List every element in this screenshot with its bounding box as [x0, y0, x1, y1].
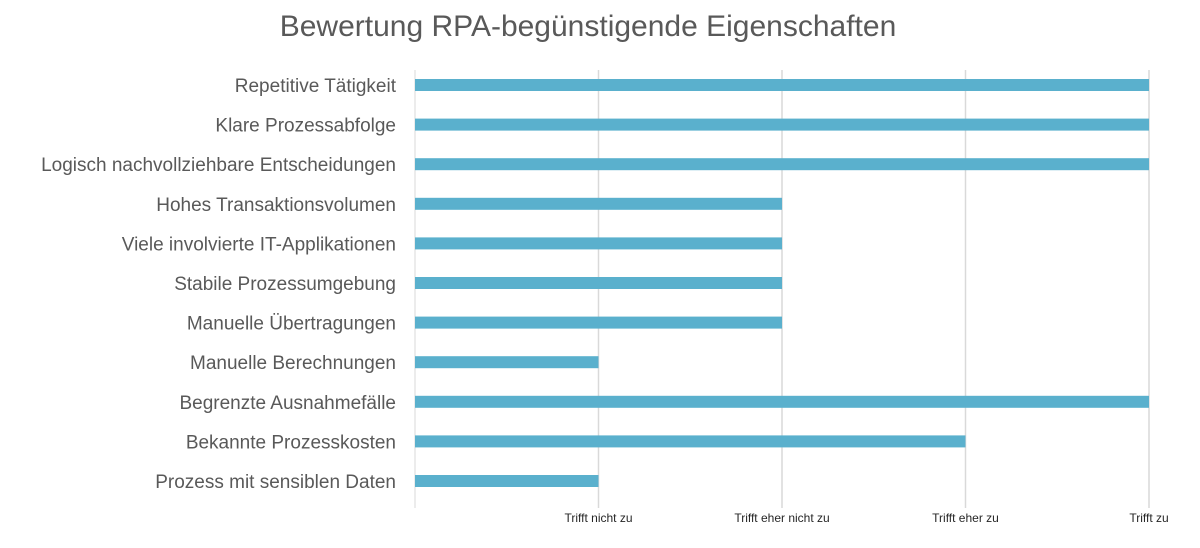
- bar: [415, 237, 782, 250]
- bar: [415, 356, 599, 369]
- bar: [415, 395, 1149, 408]
- tick-label-layer: Trifft nicht zu Trifft eher nicht zu Triff…: [564, 511, 1168, 525]
- bar: [415, 158, 1149, 171]
- x-tick-label: Trifft nicht zu: [564, 511, 632, 525]
- bar: [415, 475, 599, 487]
- bar: [415, 316, 782, 329]
- category-label: Begrenzte Ausnahmefälle: [179, 393, 396, 414]
- category-label: Repetitive Tätigkeit: [235, 76, 397, 97]
- category-label: Logisch nachvollziehbare Entscheidungen: [41, 155, 396, 176]
- bar-layer: [415, 79, 1149, 487]
- bar: [415, 118, 1149, 131]
- category-label: Manuelle Übertragungen: [187, 314, 396, 335]
- bar: [415, 277, 782, 289]
- category-label: Hohes Transaktionsvolumen: [156, 195, 396, 216]
- category-label: Prozess mit sensiblen Daten: [155, 472, 396, 493]
- category-label: Klare Prozessabfolge: [215, 116, 396, 137]
- bar: [415, 79, 1149, 91]
- category-label-layer: Repetitive Tätigkeit Klare Prozessabfolge…: [41, 76, 397, 493]
- x-tick-label: Trifft eher zu: [932, 511, 999, 525]
- category-label: Stabile Prozessumgebung: [174, 274, 396, 295]
- category-label: Manuelle Berechnungen: [190, 353, 396, 374]
- category-label: Viele involvierte IT-Applikationen: [122, 234, 396, 255]
- chart-title: Bewertung RPA-begünstigende Eigenschafte…: [279, 10, 897, 43]
- x-tick-label: Trifft eher nicht zu: [734, 511, 829, 525]
- bar: [415, 197, 782, 210]
- bar: [415, 435, 966, 448]
- category-label: Bekannte Prozesskosten: [186, 432, 396, 453]
- x-tick-label: Trifft zu: [1129, 511, 1168, 525]
